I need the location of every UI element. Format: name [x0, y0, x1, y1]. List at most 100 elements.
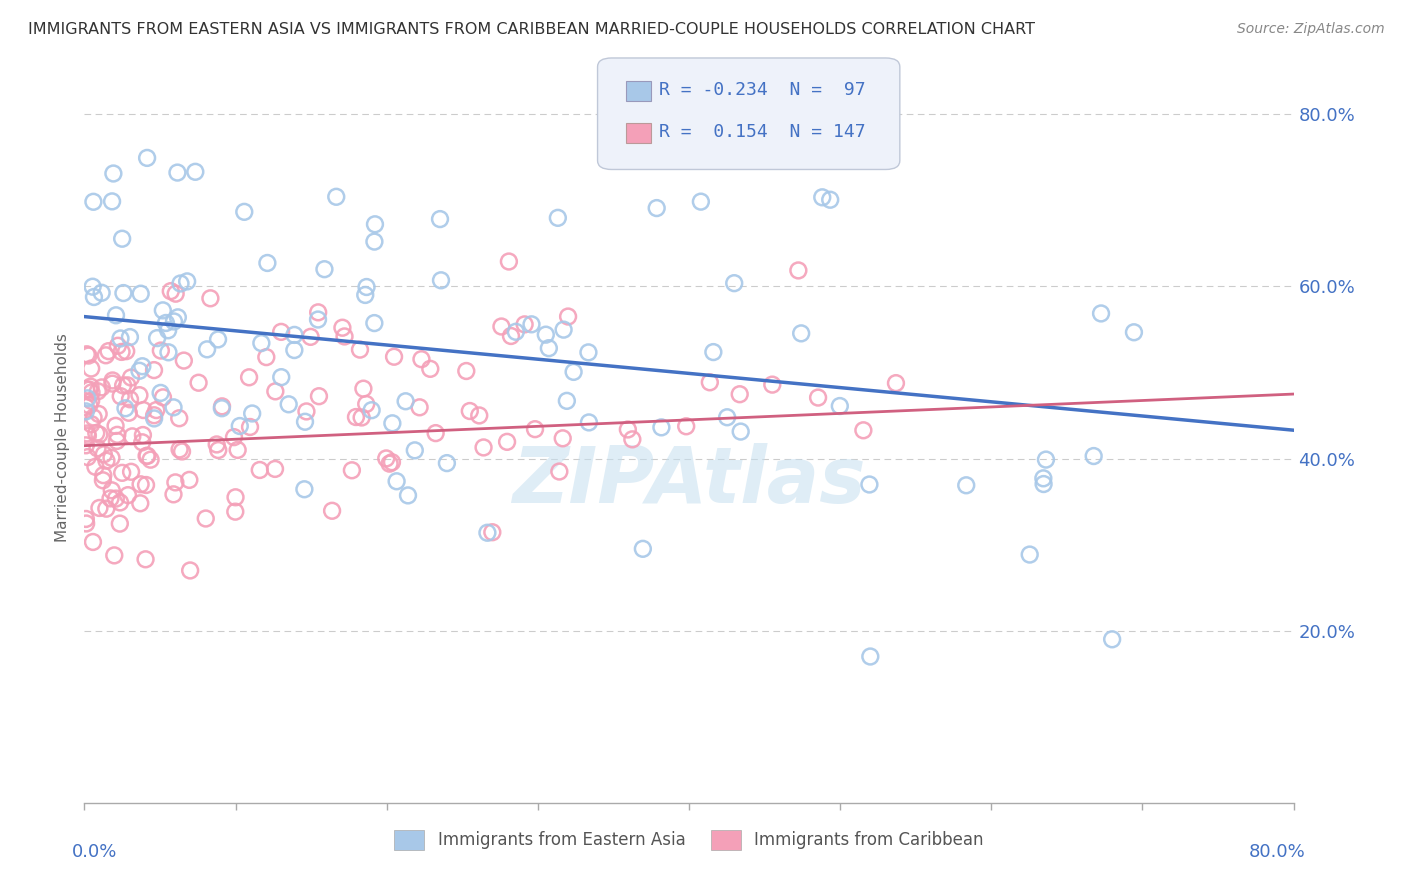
Point	[381, 417, 404, 431]
Point	[121, 429, 143, 443]
Point	[955, 478, 977, 492]
Point	[283, 343, 305, 357]
Point	[76, 426, 98, 441]
Legend: Immigrants from Eastern Asia, Immigrants from Caribbean: Immigrants from Eastern Asia, Immigrants…	[388, 823, 990, 856]
Point	[491, 319, 513, 334]
Point	[162, 487, 184, 501]
Point	[730, 425, 752, 439]
Point	[425, 426, 447, 441]
Point	[143, 409, 166, 423]
Point	[89, 427, 111, 442]
Point	[173, 353, 195, 368]
Point	[524, 422, 547, 436]
Point	[139, 452, 162, 467]
Point	[689, 194, 711, 209]
Point	[94, 348, 117, 362]
Point	[578, 416, 600, 430]
Point	[128, 388, 150, 402]
Point	[852, 423, 875, 437]
Point	[238, 370, 260, 384]
Point	[86, 442, 108, 456]
Point	[396, 488, 419, 502]
Point	[96, 501, 118, 516]
Point	[356, 280, 378, 294]
Point	[89, 500, 111, 515]
Point	[111, 232, 134, 246]
Point	[859, 649, 882, 664]
Point	[129, 286, 152, 301]
Point	[80, 417, 103, 432]
Point	[101, 194, 124, 209]
Point	[195, 343, 218, 357]
Point	[520, 318, 543, 332]
Point	[200, 291, 222, 305]
Point	[77, 349, 100, 363]
Text: Source: ZipAtlas.com: Source: ZipAtlas.com	[1237, 22, 1385, 37]
Point	[340, 463, 363, 477]
Point	[256, 256, 278, 270]
Point	[254, 350, 277, 364]
Point	[314, 262, 336, 277]
Point	[225, 490, 247, 504]
Point	[534, 327, 557, 342]
Point	[117, 488, 139, 502]
Point	[165, 286, 187, 301]
Point	[149, 385, 172, 400]
Point	[76, 347, 98, 361]
Point	[103, 167, 125, 181]
Point	[187, 376, 209, 390]
Point	[108, 495, 131, 509]
Point	[513, 318, 536, 332]
Point	[91, 468, 114, 483]
Point	[1018, 548, 1040, 562]
Point	[375, 451, 398, 466]
Point	[702, 345, 724, 359]
Point	[76, 392, 98, 406]
Point	[136, 449, 159, 463]
Point	[169, 442, 191, 457]
Point	[207, 443, 229, 458]
Point	[562, 365, 585, 379]
Point	[496, 434, 519, 449]
Point	[75, 400, 97, 414]
Point	[101, 376, 124, 391]
Text: IMMIGRANTS FROM EASTERN ASIA VS IMMIGRANTS FROM CARIBBEAN MARRIED-COUPLE HOUSEHO: IMMIGRANTS FROM EASTERN ASIA VS IMMIGRAN…	[28, 22, 1035, 37]
Point	[83, 410, 105, 425]
Point	[108, 516, 131, 531]
Point	[249, 463, 271, 477]
Point	[101, 374, 124, 388]
Point	[468, 409, 491, 423]
Point	[90, 285, 112, 300]
Point	[117, 378, 139, 392]
Point	[458, 404, 481, 418]
Point	[211, 400, 233, 414]
Text: R =  0.154  N = 147: R = 0.154 N = 147	[659, 123, 866, 141]
Point	[128, 364, 150, 378]
Point	[211, 401, 233, 416]
Point	[325, 190, 347, 204]
Point	[80, 393, 103, 408]
Point	[75, 516, 97, 531]
Point	[381, 455, 404, 469]
Point	[378, 457, 401, 471]
Point	[307, 305, 329, 319]
Point	[179, 473, 201, 487]
Point	[360, 403, 382, 417]
Point	[239, 420, 262, 434]
Point	[761, 377, 783, 392]
Point	[1035, 452, 1057, 467]
Point	[114, 401, 136, 416]
Text: 80.0%: 80.0%	[1249, 843, 1306, 861]
Point	[82, 194, 104, 209]
Point	[1090, 306, 1112, 320]
Point	[167, 411, 190, 425]
Point	[333, 329, 356, 343]
Point	[132, 403, 155, 417]
Point	[270, 325, 292, 339]
Point	[110, 345, 132, 359]
Point	[100, 450, 122, 465]
Point	[419, 362, 441, 376]
Point	[170, 444, 193, 458]
Point	[104, 491, 127, 506]
Point	[155, 316, 177, 330]
